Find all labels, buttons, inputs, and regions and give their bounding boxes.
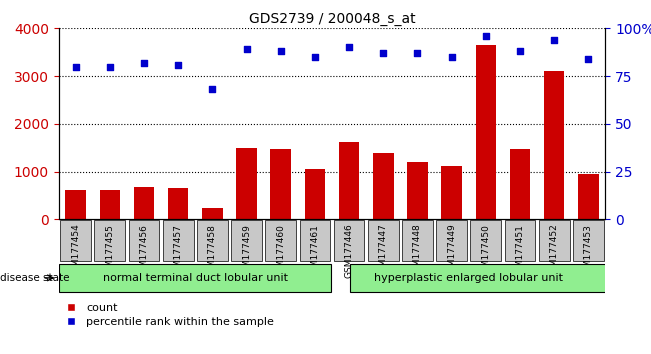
Point (275, 48, 286, 54)
Text: GSM177449: GSM177449 (447, 224, 456, 279)
Text: GSM177459: GSM177459 (242, 224, 251, 279)
Text: GSM177453: GSM177453 (584, 224, 593, 279)
Point (70, 64, 81, 69)
Bar (475, 45, 496, 219)
Text: GSM177447: GSM177447 (379, 224, 388, 279)
Bar (441, 166, 462, 219)
Text: GSM177451: GSM177451 (516, 224, 525, 279)
FancyBboxPatch shape (231, 220, 262, 261)
Point (447, 54, 457, 60)
Point (139, 60, 149, 65)
Point (549, 37, 559, 42)
Text: GSM177458: GSM177458 (208, 224, 217, 279)
Text: GSM177457: GSM177457 (174, 224, 183, 279)
Text: GSM177460: GSM177460 (276, 224, 285, 279)
FancyBboxPatch shape (350, 263, 622, 292)
Text: GSM177448: GSM177448 (413, 224, 422, 279)
Point (242, 46, 252, 52)
Point (105, 64, 115, 69)
Bar (202, 209, 223, 219)
Point (173, 62, 184, 68)
Point (515, 48, 525, 54)
FancyBboxPatch shape (59, 263, 331, 292)
FancyBboxPatch shape (368, 220, 398, 261)
Text: GSM177450: GSM177450 (481, 224, 490, 279)
Bar (339, 142, 359, 219)
Legend: count, percentile rank within the sample: count, percentile rank within the sample (64, 303, 274, 327)
FancyBboxPatch shape (505, 220, 535, 261)
Text: GSM177461: GSM177461 (311, 224, 320, 279)
FancyBboxPatch shape (334, 220, 365, 261)
Bar (510, 149, 530, 219)
Bar (578, 173, 598, 219)
Bar (65, 190, 86, 219)
FancyBboxPatch shape (129, 220, 159, 261)
FancyBboxPatch shape (299, 220, 330, 261)
Bar (373, 153, 393, 219)
Point (344, 45, 354, 50)
FancyBboxPatch shape (539, 220, 570, 261)
Text: GSM177454: GSM177454 (71, 224, 80, 279)
Text: GSM177446: GSM177446 (344, 224, 353, 279)
FancyBboxPatch shape (402, 220, 433, 261)
Bar (100, 190, 120, 219)
Bar (270, 149, 291, 219)
Bar (236, 148, 256, 219)
Title: GDS2739 / 200048_s_at: GDS2739 / 200048_s_at (249, 12, 415, 26)
FancyBboxPatch shape (197, 220, 228, 261)
Point (480, 33, 491, 39)
Point (412, 50, 422, 56)
Text: GSM177456: GSM177456 (139, 224, 148, 279)
Bar (168, 188, 188, 219)
FancyBboxPatch shape (471, 220, 501, 261)
Text: disease state: disease state (0, 273, 70, 283)
Point (207, 87, 217, 92)
Bar (133, 188, 154, 219)
Bar (544, 72, 564, 219)
FancyBboxPatch shape (573, 220, 603, 261)
Bar (407, 162, 428, 219)
FancyBboxPatch shape (266, 220, 296, 261)
Point (378, 50, 389, 56)
Text: GSM177455: GSM177455 (105, 224, 115, 279)
Point (583, 56, 594, 62)
FancyBboxPatch shape (61, 220, 91, 261)
Text: GSM177452: GSM177452 (549, 224, 559, 279)
FancyBboxPatch shape (436, 220, 467, 261)
Point (310, 54, 320, 60)
Bar (305, 169, 325, 219)
Text: hyperplastic enlarged lobular unit: hyperplastic enlarged lobular unit (374, 273, 563, 283)
FancyBboxPatch shape (163, 220, 193, 261)
FancyBboxPatch shape (94, 220, 125, 261)
Text: normal terminal duct lobular unit: normal terminal duct lobular unit (103, 273, 288, 283)
